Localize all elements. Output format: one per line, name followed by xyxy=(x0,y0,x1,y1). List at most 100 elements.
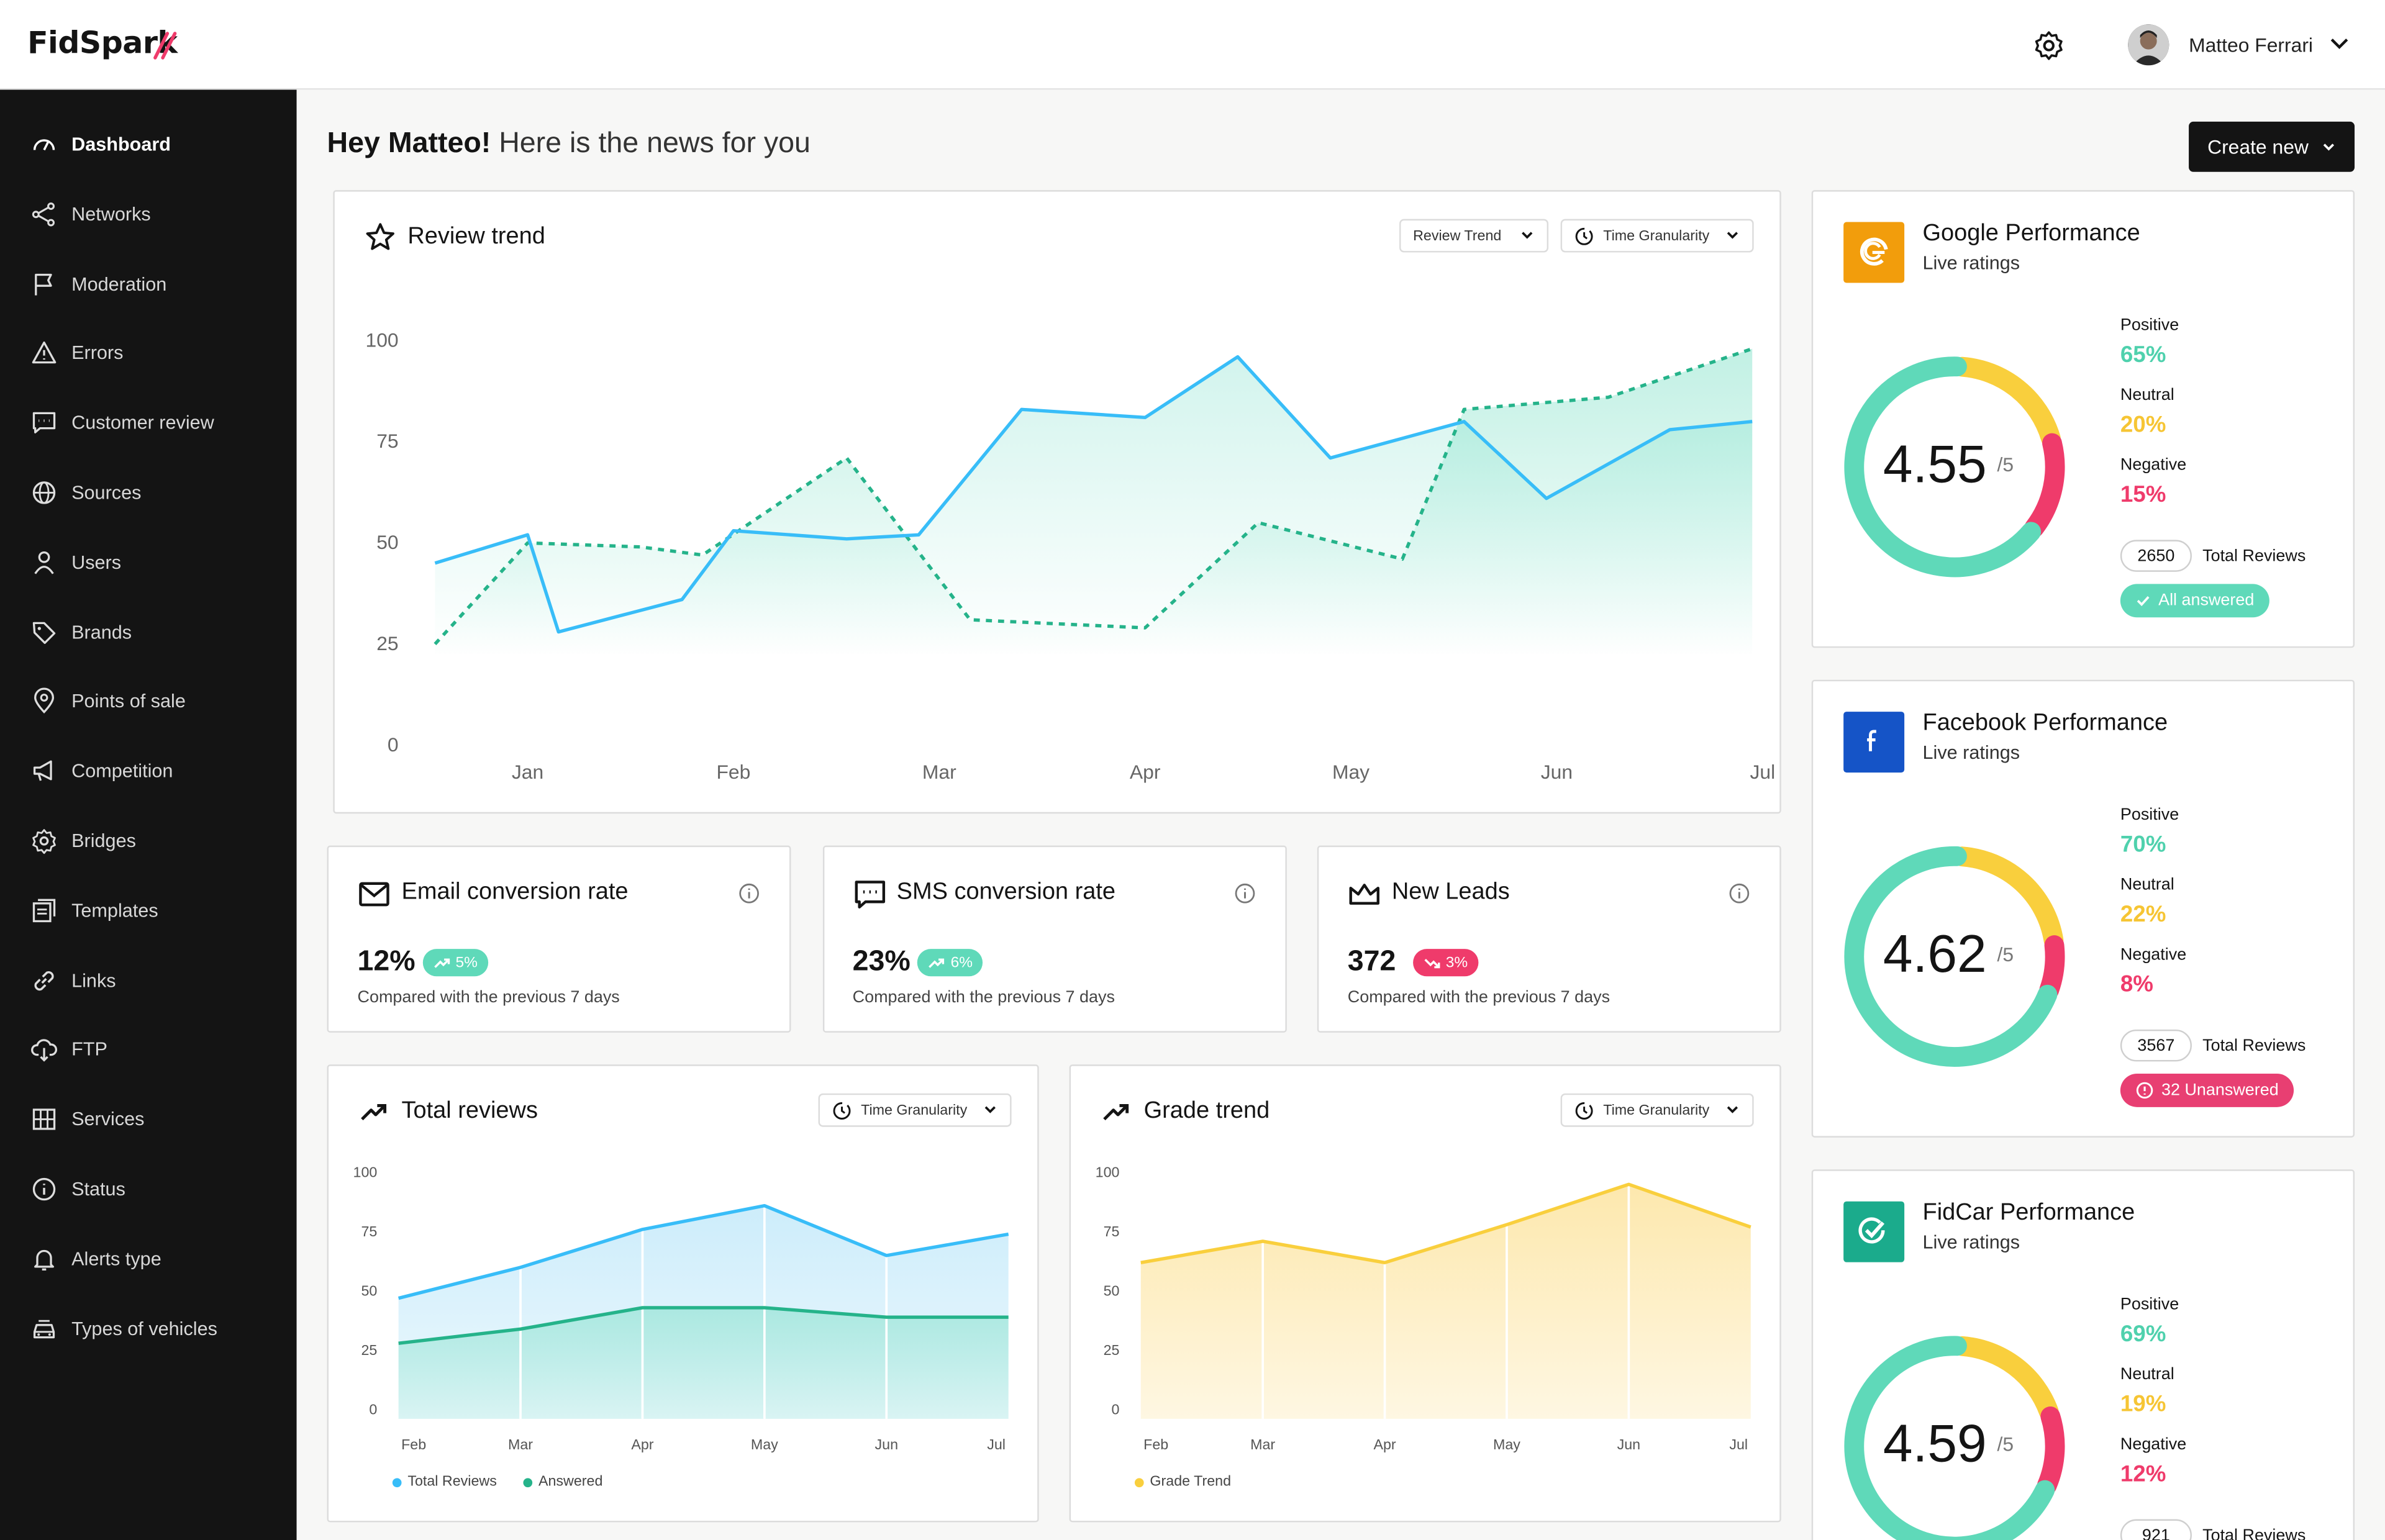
chevron-down-icon xyxy=(1727,232,1738,239)
sidebar-item-competition[interactable]: Competition xyxy=(30,753,289,790)
total-reviews-chart: 0 25 50 75 100 Feb Mar Apr May Jun Jul xyxy=(353,1164,1009,1452)
sidebar-item-status[interactable]: Status xyxy=(30,1171,289,1208)
sidebar-item-links[interactable]: Links xyxy=(30,962,289,999)
dropdown-label: Time Granularity xyxy=(1603,227,1710,245)
sidebar-item-users[interactable]: Users xyxy=(30,544,289,581)
y-tick-label: 75 xyxy=(376,430,398,452)
series-line xyxy=(398,1306,1009,1345)
sidebar-item-label: Moderation xyxy=(71,273,167,295)
status-badge[interactable]: 32 Unanswered xyxy=(2120,1073,2294,1107)
y-tick-label: 75 xyxy=(1104,1223,1120,1239)
time-granularity-dropdown[interactable]: Time Granularity xyxy=(1560,219,1754,253)
link-icon xyxy=(30,967,58,994)
series-area xyxy=(435,348,1753,656)
review-trend-dropdown[interactable]: Review Trend xyxy=(1399,219,1549,253)
sidebar-item-alerts-type[interactable]: Alerts type xyxy=(30,1241,289,1277)
template-icon xyxy=(30,897,58,924)
greeting-text: Here is the news for you xyxy=(499,127,811,160)
neutral-arc xyxy=(1952,356,2061,448)
sidebar-item-customer-review[interactable]: Customer review xyxy=(30,405,289,442)
rating-max: /5 xyxy=(1997,1432,2014,1456)
fidcar-logo-icon xyxy=(1843,1201,1905,1262)
negative-label: Negative xyxy=(2120,1435,2187,1454)
neutral-label: Neutral xyxy=(2120,876,2174,895)
avatar[interactable] xyxy=(2128,24,2169,66)
series-line xyxy=(398,1203,1009,1300)
x-tick-label: Jan xyxy=(512,761,543,783)
sidebar-item-label: Brands xyxy=(71,621,132,643)
legend-label: Total Reviews xyxy=(407,1474,497,1491)
y-tick-label: 0 xyxy=(388,733,399,756)
y-tick-label: 100 xyxy=(1096,1164,1120,1180)
sidebar-item-networks[interactable]: Networks xyxy=(30,196,289,232)
sidebar-item-label: Alerts type xyxy=(71,1248,161,1270)
performance-card: Google Performance Live ratings 4.55 /5 … xyxy=(1811,190,2355,648)
rating-donut xyxy=(1844,1336,2065,1540)
info-icon[interactable] xyxy=(1728,882,1751,905)
x-tick-label: Jun xyxy=(1617,1436,1641,1452)
x-tick-label: Apr xyxy=(1373,1436,1396,1452)
user-icon xyxy=(30,549,58,576)
sidebar-item-brands[interactable]: Brands xyxy=(30,614,289,650)
rating-score: 4.59 xyxy=(1883,1414,1987,1474)
performance-subtitle: Live ratings xyxy=(1922,252,2020,274)
performance-title: Google Performance xyxy=(1922,220,2140,247)
flag-icon xyxy=(30,270,58,297)
positive-value: 69% xyxy=(2120,1321,2166,1348)
google-logo-icon xyxy=(1843,222,1905,283)
sidebar: Dashboard Networks Moderation Errors Custome… xyxy=(0,89,297,1540)
grade-trend-chart: 0 25 50 75 100 Feb Mar Apr May Jun Jul xyxy=(1096,1164,1751,1452)
megaphone-icon xyxy=(30,758,58,785)
review-trend-chart: 0 25 50 75 100 Jan Feb Mar Apr May Jun Jul xyxy=(366,328,1776,783)
sidebar-item-points-of-sale[interactable]: Points of sale xyxy=(30,684,289,720)
alert-icon xyxy=(2136,1082,2153,1099)
legend-dot xyxy=(1134,1477,1144,1487)
warning-icon xyxy=(30,340,58,367)
cog-icon xyxy=(30,827,58,854)
sidebar-item-sources[interactable]: Sources xyxy=(30,474,289,511)
status-badge[interactable]: All answered xyxy=(2120,584,2269,618)
sidebar-item-label: Services xyxy=(71,1108,145,1131)
performance-title: Facebook Performance xyxy=(1922,710,2168,736)
sidebar-item-label: Status xyxy=(71,1178,125,1200)
info-icon[interactable] xyxy=(1233,882,1256,905)
rating-donut xyxy=(1844,356,2065,578)
legend-item: Grade Trend xyxy=(1134,1474,1231,1490)
series-area xyxy=(398,1307,1009,1419)
user-name[interactable]: Matteo Ferrari xyxy=(2189,33,2314,57)
time-granularity-dropdown[interactable]: Time Granularity xyxy=(818,1093,1012,1127)
positive-value: 70% xyxy=(2120,831,2166,858)
x-tick-label: Jun xyxy=(875,1436,899,1452)
app-logo[interactable]: FidSpark xyxy=(27,24,178,61)
negative-value: 15% xyxy=(2120,482,2166,508)
legend-item: Answered xyxy=(523,1474,602,1490)
negative-arc xyxy=(2024,433,2065,538)
total-reviews-count: 2650 xyxy=(2120,540,2192,572)
kpi-title: SMS conversion rate xyxy=(896,879,1116,905)
top-bar: FidSpark Matteo Ferrari xyxy=(0,0,2385,90)
gear-icon[interactable] xyxy=(2032,29,2066,63)
sidebar-item-dashboard[interactable]: Dashboard xyxy=(30,126,289,163)
sidebar-item-services[interactable]: Services xyxy=(30,1102,289,1138)
sidebar-item-moderation[interactable]: Moderation xyxy=(30,266,289,302)
time-granularity-dropdown[interactable]: Time Granularity xyxy=(1560,1093,1754,1127)
chevron-down-icon[interactable] xyxy=(2328,35,2350,53)
kpi-card: New Leads 372 3% Compared with the previ… xyxy=(1317,845,1781,1033)
y-tick-label: 50 xyxy=(1104,1283,1120,1299)
sidebar-item-label: Points of sale xyxy=(71,691,186,713)
sidebar-item-errors[interactable]: Errors xyxy=(30,335,289,372)
sidebar-item-label: Competition xyxy=(71,760,173,782)
create-new-button[interactable]: Create new xyxy=(2189,121,2355,172)
sidebar-item-types-of-vehicles[interactable]: Types of vehicles xyxy=(30,1310,289,1347)
total-reviews-count: 3567 xyxy=(2120,1029,2192,1062)
sidebar-item-templates[interactable]: Templates xyxy=(30,892,289,929)
delta-badge: 6% xyxy=(917,949,984,977)
negative-arc xyxy=(2037,1406,2065,1496)
sidebar-item-ftp[interactable]: FTP xyxy=(30,1031,289,1068)
info-icon[interactable] xyxy=(738,882,761,905)
y-tick-label: 50 xyxy=(361,1283,377,1299)
sidebar-item-bridges[interactable]: Bridges xyxy=(30,823,289,859)
series-line-dashed xyxy=(434,347,1753,645)
neutral-arc xyxy=(1952,1336,2059,1422)
